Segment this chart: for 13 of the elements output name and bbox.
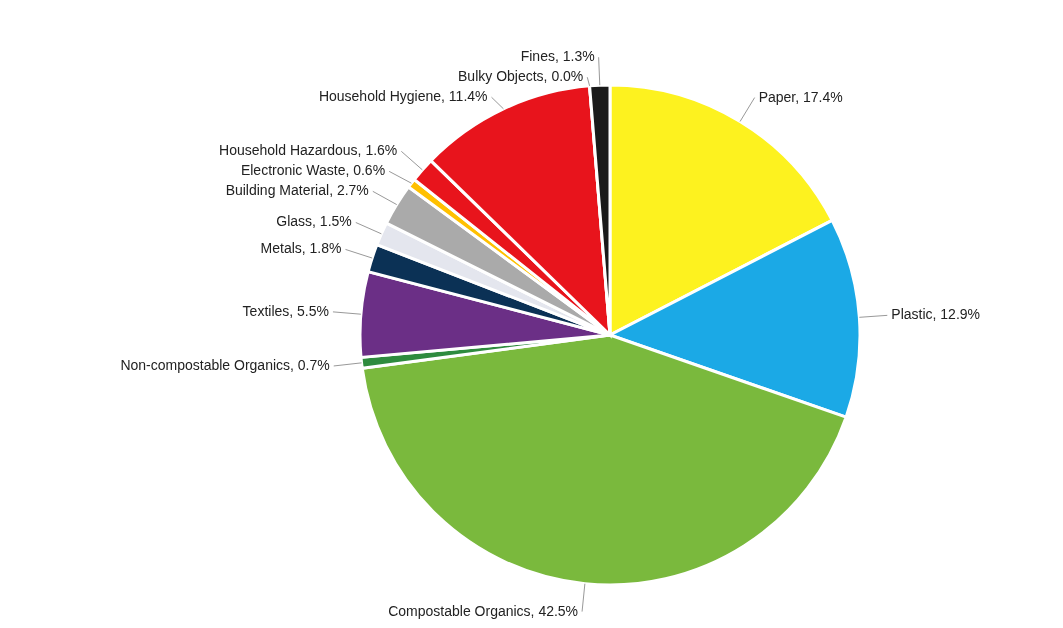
slice-label: Fines, 1.3% — [520, 48, 595, 65]
legend-label: Bulky Objects, 0.0% — [458, 68, 584, 85]
slice-label: Non-compostable Organics, 0.7% — [120, 356, 330, 373]
slice-label: Metals, 1.8% — [260, 240, 342, 257]
slice-label: Compostable Organics, 42.5% — [388, 602, 579, 619]
slice-label: Plastic, 12.9% — [891, 306, 981, 323]
slice-label: Electronic Waste, 0.6% — [240, 162, 386, 179]
slice-label: Textiles, 5.5% — [242, 302, 329, 319]
slice-label: Household Hygiene, 11.4% — [318, 88, 488, 105]
slice-label: Glass, 1.5% — [276, 213, 352, 230]
slice-label: Building Material, 2.7% — [225, 182, 369, 199]
slice-label: Household Hazardous, 1.6% — [219, 142, 398, 159]
slice-label: Paper, 17.4% — [758, 88, 843, 105]
